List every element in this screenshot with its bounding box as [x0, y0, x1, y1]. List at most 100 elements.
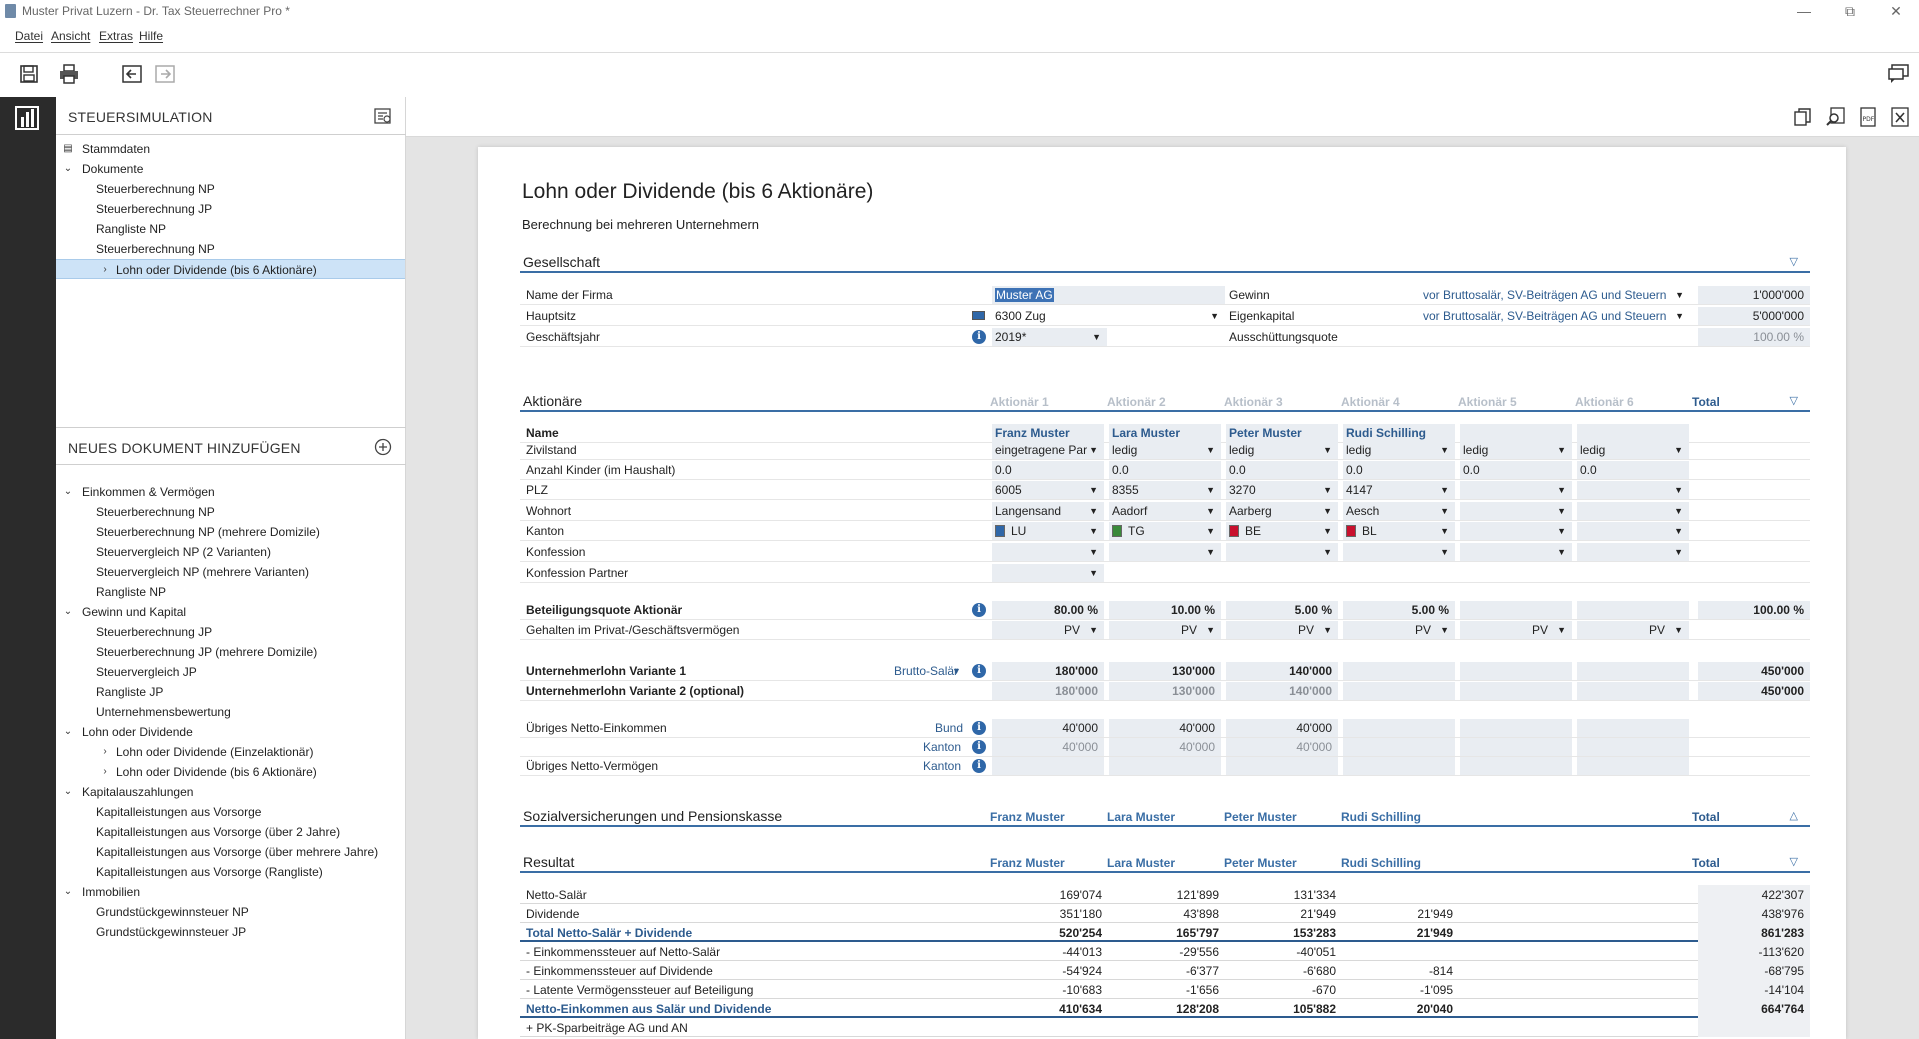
info-icon[interactable]: i [972, 740, 986, 754]
plz-select[interactable]: 8355 ▼ [1109, 481, 1221, 499]
zivilstand-select[interactable]: ledig ▼ [1226, 441, 1338, 459]
lohn-input[interactable] [1343, 662, 1455, 680]
gewinn-basis-select[interactable]: vor Bruttosalär, SV-Beiträgen AG und Ste… [1420, 286, 1690, 304]
pdf-icon[interactable]: PDF [1856, 105, 1880, 129]
zivilstand-select[interactable]: ledig ▼ [1343, 441, 1455, 459]
kinder-input[interactable]: 0.0 [1109, 461, 1221, 479]
konfession-partner-select[interactable]: ▼ [992, 564, 1104, 582]
tree-template-item[interactable]: Grundstückgewinnsteuer NP [96, 905, 249, 919]
tree-template-item[interactable]: Unternehmensbewertung [96, 705, 231, 719]
document-settings-icon[interactable] [374, 107, 392, 125]
zivilstand-select[interactable]: eingetragene Par ▼ [992, 441, 1104, 459]
beteiligungsquote-input[interactable]: 5.00 % [1343, 601, 1455, 619]
beteiligungsquote-input[interactable]: 80.00 % [992, 601, 1104, 619]
vermoegen-input[interactable] [1109, 757, 1221, 775]
tree-template-item[interactable]: Kapitalleistungen aus Vorsorge [96, 805, 262, 819]
einkommen-input[interactable] [1460, 719, 1572, 737]
back-icon[interactable] [119, 61, 145, 87]
section-aktionaere[interactable]: Aktionäre Aktionär 1 Aktionär 2 Aktionär… [520, 390, 1810, 412]
info-icon[interactable]: i [972, 721, 986, 735]
tree-template-item[interactable]: Steuerberechnung NP [96, 505, 215, 519]
tree-category[interactable]: ⌄ Kapitalauszahlungen [56, 782, 405, 802]
lohn-type-select[interactable]: Brutto-Salär [894, 664, 959, 678]
eigenkapital-basis-select[interactable]: vor Bruttosalär, SV-Beiträgen AG und Ste… [1420, 307, 1690, 325]
gewinn-input[interactable]: 1'000'000 [1698, 286, 1810, 304]
firma-input[interactable]: Muster AG [992, 286, 1225, 304]
feedback-icon[interactable] [1886, 61, 1912, 87]
lohn-input[interactable]: 180'000 [992, 682, 1104, 700]
chevron-down-icon[interactable]: ⌄ [63, 726, 73, 737]
konfession-select[interactable]: ▼ [1577, 543, 1689, 561]
lohn-input[interactable]: 130'000 [1109, 682, 1221, 700]
section-resultat[interactable]: Resultat Franz Muster Lara Muster Peter … [520, 851, 1810, 873]
beteiligungsquote-input[interactable]: 5.00 % [1226, 601, 1338, 619]
konfession-select[interactable]: ▼ [1343, 543, 1455, 561]
tree-template-item[interactable]: › Lohn oder Dividende (bis 6 Aktionäre) [56, 762, 405, 782]
ausschuettungsquote-input[interactable]: 100.00 % [1698, 328, 1810, 346]
tree-item-doc[interactable]: Rangliste NP [96, 222, 167, 236]
shareholder-name-input[interactable] [1577, 424, 1689, 442]
collapse-icon[interactable]: ▽ [1789, 856, 1798, 868]
tree-template-item[interactable]: Kapitalleistungen aus Vorsorge (Ranglist… [96, 865, 323, 879]
tree-category[interactable]: ⌄ Gewinn und Kapital [56, 602, 405, 622]
shareholder-name-input[interactable]: Lara Muster [1109, 424, 1221, 442]
lohn-input[interactable] [1460, 662, 1572, 680]
geschaeftsjahr-select[interactable]: 2019* ▼ [992, 328, 1107, 346]
vermoegen-select[interactable]: PV ▼ [1226, 621, 1338, 639]
chevron-down-icon[interactable]: ⌄ [63, 486, 73, 497]
info-icon[interactable]: i [972, 759, 986, 773]
tree-item-doc[interactable]: Steuerberechnung NP [96, 182, 215, 196]
tree-category[interactable]: ⌄ Immobilien [56, 882, 405, 902]
konfession-select[interactable]: ▼ [1226, 543, 1338, 561]
einkommen-input[interactable]: 40'000 [1226, 719, 1338, 737]
wohnort-select[interactable]: ▼ [1460, 502, 1572, 520]
report-icon[interactable] [14, 105, 42, 131]
eigenkapital-input[interactable]: 5'000'000 [1698, 307, 1810, 325]
beteiligungsquote-input[interactable]: 10.00 % [1109, 601, 1221, 619]
chevron-right-icon[interactable]: › [103, 264, 107, 275]
vermoegen-input[interactable] [992, 757, 1104, 775]
kanton-select[interactable]: ▼ [1577, 522, 1689, 540]
konfession-select[interactable]: ▼ [1460, 543, 1572, 561]
shareholder-name-input[interactable]: Franz Muster [992, 424, 1104, 442]
collapse-icon[interactable]: ▽ [1789, 256, 1798, 268]
plz-select[interactable]: ▼ [1577, 481, 1689, 499]
lohn-input[interactable]: 140'000 [1226, 682, 1338, 700]
einkommen-input[interactable] [1577, 738, 1689, 756]
einkommen-input[interactable] [1343, 719, 1455, 737]
print-icon[interactable] [56, 61, 82, 87]
zivilstand-select[interactable]: ledig ▼ [1460, 441, 1572, 459]
tree-template-item[interactable]: Steuerberechnung JP (mehrere Domizile) [96, 645, 318, 659]
tree-category[interactable]: ⌄ Lohn oder Dividende [56, 722, 405, 742]
einkommen-input[interactable]: 40'000 [1109, 719, 1221, 737]
shareholder-name-input[interactable]: Rudi Schilling [1343, 424, 1455, 442]
section-sozialversicherungen[interactable]: Sozialversicherungen und Pensionskasse F… [520, 805, 1810, 827]
close-window-button[interactable]: ✕ [1890, 3, 1902, 19]
lohn-input[interactable]: 180'000 [992, 662, 1104, 680]
chevron-down-icon[interactable]: ⌄ [63, 163, 73, 174]
lohn-input[interactable]: 130'000 [1109, 662, 1221, 680]
tree-template-item[interactable]: Steuervergleich NP (mehrere Varianten) [96, 565, 309, 579]
tree-template-item[interactable]: Rangliste NP [96, 585, 167, 599]
tree-template-item[interactable]: Kapitalleistungen aus Vorsorge (über 2 J… [96, 825, 341, 839]
vermoegen-input[interactable] [1577, 757, 1689, 775]
lohn-input[interactable] [1460, 682, 1572, 700]
menu-ansicht[interactable]: Ansicht [51, 29, 91, 43]
einkommen-input[interactable] [1343, 738, 1455, 756]
tree-category[interactable]: ⌄ Einkommen & Vermögen [56, 482, 405, 502]
tree-template-item[interactable]: Grundstückgewinnsteuer JP [96, 925, 247, 939]
tree-item-selected[interactable]: › Lohn oder Dividende (bis 6 Aktionäre) [56, 259, 405, 279]
tree-template-item[interactable]: Steuerberechnung NP (mehrere Domizile) [96, 525, 320, 539]
wohnort-select[interactable]: Aadorf ▼ [1109, 502, 1221, 520]
section-gesellschaft[interactable]: Gesellschaft ▽ [520, 251, 1810, 273]
zivilstand-select[interactable]: ledig ▼ [1577, 441, 1689, 459]
zivilstand-select[interactable]: ledig ▼ [1109, 441, 1221, 459]
minimize-button[interactable]: — [1797, 3, 1811, 19]
kinder-input[interactable]: 0.0 [1226, 461, 1338, 479]
plz-select[interactable]: 3270 ▼ [1226, 481, 1338, 499]
menu-datei[interactable]: Datei [15, 29, 44, 43]
info-icon[interactable]: i [972, 330, 986, 344]
tree-item-dokumente[interactable]: ⌄ Dokumente [56, 159, 405, 179]
kinder-input[interactable]: 0.0 [1343, 461, 1455, 479]
vermoegen-input[interactable] [1460, 757, 1572, 775]
